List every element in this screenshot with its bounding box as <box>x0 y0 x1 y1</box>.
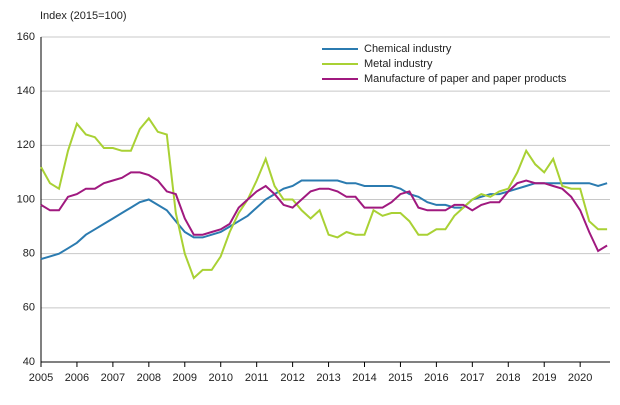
x-tick-label: 2005 <box>29 372 53 384</box>
series-line <box>40 116 608 280</box>
x-tick-label: 2008 <box>137 372 161 384</box>
series-line <box>40 171 608 253</box>
x-tick-label: 2017 <box>460 372 484 384</box>
x-tick-label: 2012 <box>280 372 304 384</box>
x-tick-label: 2007 <box>101 372 125 384</box>
series-line <box>40 179 608 261</box>
x-tick-label: 2009 <box>173 372 197 384</box>
legend-label: Chemical industry <box>364 43 452 55</box>
x-tick-label: 2020 <box>568 372 592 384</box>
x-tick-label: 2015 <box>388 372 412 384</box>
x-tick-label: 2019 <box>532 372 556 384</box>
y-tick-label: 40 <box>23 356 35 368</box>
x-tick-label: 2016 <box>424 372 448 384</box>
legend-label: Metal industry <box>364 58 433 70</box>
y-tick-label: 160 <box>17 31 35 43</box>
y-tick-label: 120 <box>17 139 35 151</box>
x-tick-label: 2011 <box>245 372 269 384</box>
y-axis-label: Index (2015=100) <box>40 10 127 22</box>
legend-label: Manufacture of paper and paper products <box>364 73 567 85</box>
y-tick-label: 100 <box>17 193 35 205</box>
x-tick-label: 2010 <box>208 372 232 384</box>
x-tick-label: 2013 <box>316 372 340 384</box>
x-tick-label: 2018 <box>496 372 520 384</box>
y-tick-label: 80 <box>23 248 35 260</box>
y-tick-label: 60 <box>23 302 35 314</box>
y-tick-label: 140 <box>17 85 35 97</box>
x-tick-label: 2014 <box>352 372 376 384</box>
x-tick-label: 2006 <box>65 372 89 384</box>
